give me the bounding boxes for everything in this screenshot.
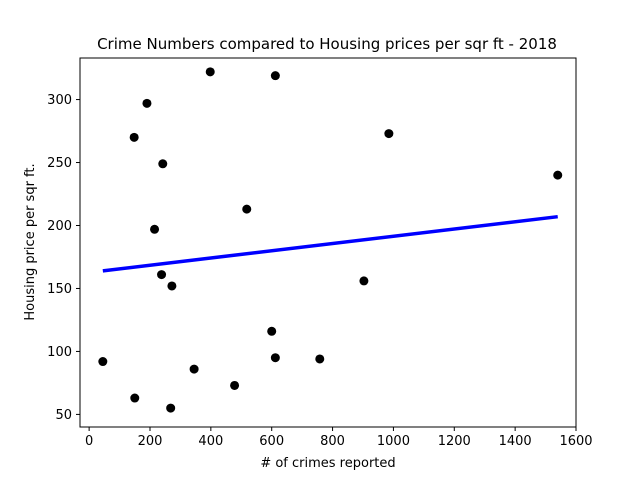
data-point (553, 170, 563, 180)
data-point (242, 204, 252, 214)
y-axis: 50 100 150 200 250 300 (47, 93, 80, 423)
data-point (205, 67, 215, 77)
y-tick-label: 300 (47, 93, 72, 108)
plot-frame (79, 57, 577, 428)
x-tick-label: 1200 (438, 434, 471, 449)
y-axis-label: Housing price per sqr ft. (23, 163, 38, 320)
y-tick-label: 150 (47, 282, 72, 297)
x-axis-label: # of crimes reported (260, 456, 395, 471)
data-point (230, 380, 240, 390)
data-point (166, 403, 176, 413)
x-tick-label: 800 (320, 434, 345, 449)
data-point (267, 326, 277, 336)
x-tick-label: 1000 (377, 434, 410, 449)
plot-area (98, 67, 563, 413)
data-point (359, 276, 369, 286)
data-point (157, 270, 167, 280)
y-tick-label: 250 (47, 156, 72, 171)
y-tick-label: 100 (47, 345, 72, 360)
x-tick-label: 1400 (499, 434, 532, 449)
x-tick-label: 0 (85, 434, 93, 449)
x-tick-label: 600 (259, 434, 284, 449)
x-tick-label: 1600 (559, 434, 592, 449)
data-point (129, 132, 139, 142)
data-point (270, 71, 280, 81)
data-point (270, 353, 280, 363)
data-point (130, 393, 140, 403)
data-point (158, 159, 168, 169)
x-axis: 0 200 400 600 800 1000 1200 1400 1600 (85, 427, 593, 449)
data-point (150, 224, 160, 234)
x-tick-label: 400 (198, 434, 223, 449)
data-point (315, 354, 325, 364)
trend-line (102, 214, 558, 273)
data-point (98, 357, 108, 367)
data-point (167, 281, 177, 291)
chart-title: Crime Numbers compared to Housing prices… (97, 35, 557, 53)
x-tick-label: 200 (138, 434, 163, 449)
y-tick-label: 200 (47, 219, 72, 234)
y-tick-label: 50 (55, 408, 72, 423)
data-point (384, 129, 394, 139)
data-point (189, 364, 199, 374)
data-point (142, 98, 152, 108)
